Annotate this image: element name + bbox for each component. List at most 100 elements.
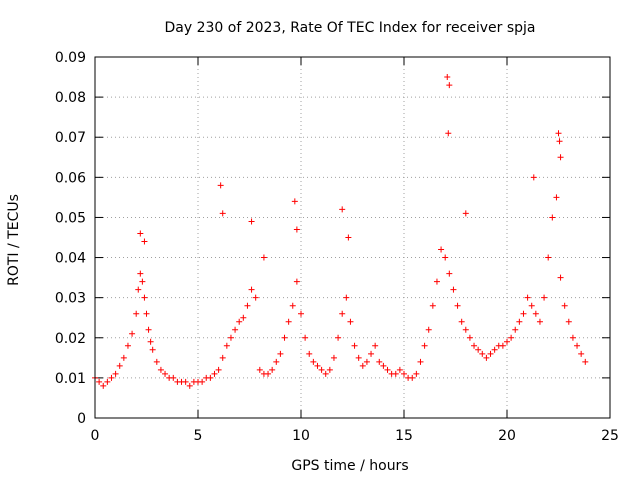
data-point bbox=[425, 326, 432, 333]
data-point bbox=[421, 342, 428, 349]
data-point bbox=[536, 318, 543, 325]
data-point bbox=[444, 74, 451, 81]
data-point bbox=[219, 354, 226, 361]
data-point bbox=[139, 278, 146, 285]
data-point bbox=[298, 310, 304, 317]
data-point bbox=[104, 378, 111, 385]
data-point bbox=[147, 338, 154, 345]
data-point bbox=[145, 326, 152, 333]
x-tick-label: 15 bbox=[395, 428, 413, 444]
data-point bbox=[556, 138, 563, 145]
data-point bbox=[199, 378, 206, 385]
data-point bbox=[450, 286, 457, 293]
data-point bbox=[565, 318, 572, 325]
data-point bbox=[133, 310, 140, 317]
data-point bbox=[232, 326, 239, 333]
data-point bbox=[112, 370, 119, 377]
data-point bbox=[347, 318, 354, 325]
data-point bbox=[442, 254, 449, 261]
data-point bbox=[363, 358, 370, 365]
data-point bbox=[458, 318, 465, 325]
data-point bbox=[343, 294, 350, 301]
data-point bbox=[530, 174, 537, 181]
data-point bbox=[524, 294, 531, 301]
data-point bbox=[578, 350, 585, 357]
data-point bbox=[170, 374, 177, 381]
data-point bbox=[433, 278, 440, 285]
data-point bbox=[149, 346, 156, 353]
x-tick-label: 20 bbox=[498, 428, 516, 444]
data-point bbox=[520, 310, 527, 317]
x-tick-label: 25 bbox=[601, 428, 619, 444]
data-point bbox=[462, 210, 469, 217]
data-point bbox=[483, 354, 490, 361]
data-point bbox=[137, 270, 144, 277]
data-point bbox=[557, 154, 564, 161]
y-tick-label: 0.04 bbox=[55, 251, 86, 267]
data-point bbox=[541, 294, 548, 301]
data-point bbox=[265, 370, 272, 377]
data-point bbox=[293, 278, 300, 285]
data-point bbox=[217, 182, 224, 189]
data-point bbox=[417, 358, 424, 365]
data-point bbox=[466, 334, 473, 341]
data-point bbox=[318, 366, 325, 373]
data-points bbox=[92, 74, 589, 389]
data-point bbox=[96, 378, 103, 385]
data-point bbox=[409, 374, 416, 381]
data-point bbox=[219, 210, 226, 217]
data-point bbox=[553, 194, 560, 201]
data-point bbox=[330, 354, 337, 361]
y-tick-label: 0.01 bbox=[55, 371, 86, 387]
y-tick-label: 0.03 bbox=[55, 291, 86, 307]
data-point bbox=[207, 374, 214, 381]
data-point bbox=[260, 254, 267, 261]
data-point bbox=[512, 326, 519, 333]
y-tick-label: 0 bbox=[77, 411, 86, 427]
data-point bbox=[153, 358, 160, 365]
x-tick-label: 5 bbox=[194, 428, 203, 444]
data-point bbox=[479, 350, 486, 357]
data-point bbox=[285, 318, 292, 325]
data-point bbox=[120, 354, 127, 361]
data-point bbox=[157, 366, 164, 373]
data-point bbox=[291, 198, 298, 205]
data-point bbox=[446, 82, 453, 89]
data-point bbox=[273, 358, 280, 365]
data-point bbox=[545, 254, 552, 261]
data-point bbox=[322, 370, 329, 377]
data-point bbox=[549, 214, 556, 221]
data-point bbox=[355, 354, 362, 361]
data-point bbox=[240, 314, 247, 321]
data-point bbox=[124, 342, 131, 349]
data-point bbox=[392, 370, 399, 377]
data-point bbox=[345, 234, 352, 241]
y-axis-title: ROTI / TECUs bbox=[6, 194, 22, 286]
data-point bbox=[462, 326, 469, 333]
grid-lines bbox=[95, 57, 610, 418]
data-point bbox=[557, 274, 564, 281]
data-point bbox=[215, 366, 222, 373]
data-point bbox=[351, 342, 358, 349]
data-point bbox=[339, 310, 346, 317]
data-point bbox=[532, 310, 539, 317]
data-point bbox=[116, 362, 123, 369]
data-point bbox=[141, 238, 148, 245]
data-point bbox=[227, 334, 234, 341]
data-point bbox=[248, 218, 255, 225]
data-point bbox=[582, 358, 589, 365]
data-point bbox=[137, 230, 144, 237]
data-point bbox=[561, 302, 568, 309]
data-point bbox=[359, 362, 366, 369]
data-point bbox=[135, 286, 142, 293]
data-point bbox=[269, 366, 276, 373]
data-point bbox=[396, 366, 403, 373]
data-point bbox=[306, 350, 313, 357]
data-point bbox=[211, 370, 218, 377]
data-point bbox=[186, 382, 193, 389]
data-point bbox=[384, 366, 391, 373]
data-point bbox=[454, 302, 461, 309]
data-point bbox=[143, 310, 150, 317]
x-tick-label: 0 bbox=[91, 428, 100, 444]
data-point bbox=[401, 370, 407, 377]
